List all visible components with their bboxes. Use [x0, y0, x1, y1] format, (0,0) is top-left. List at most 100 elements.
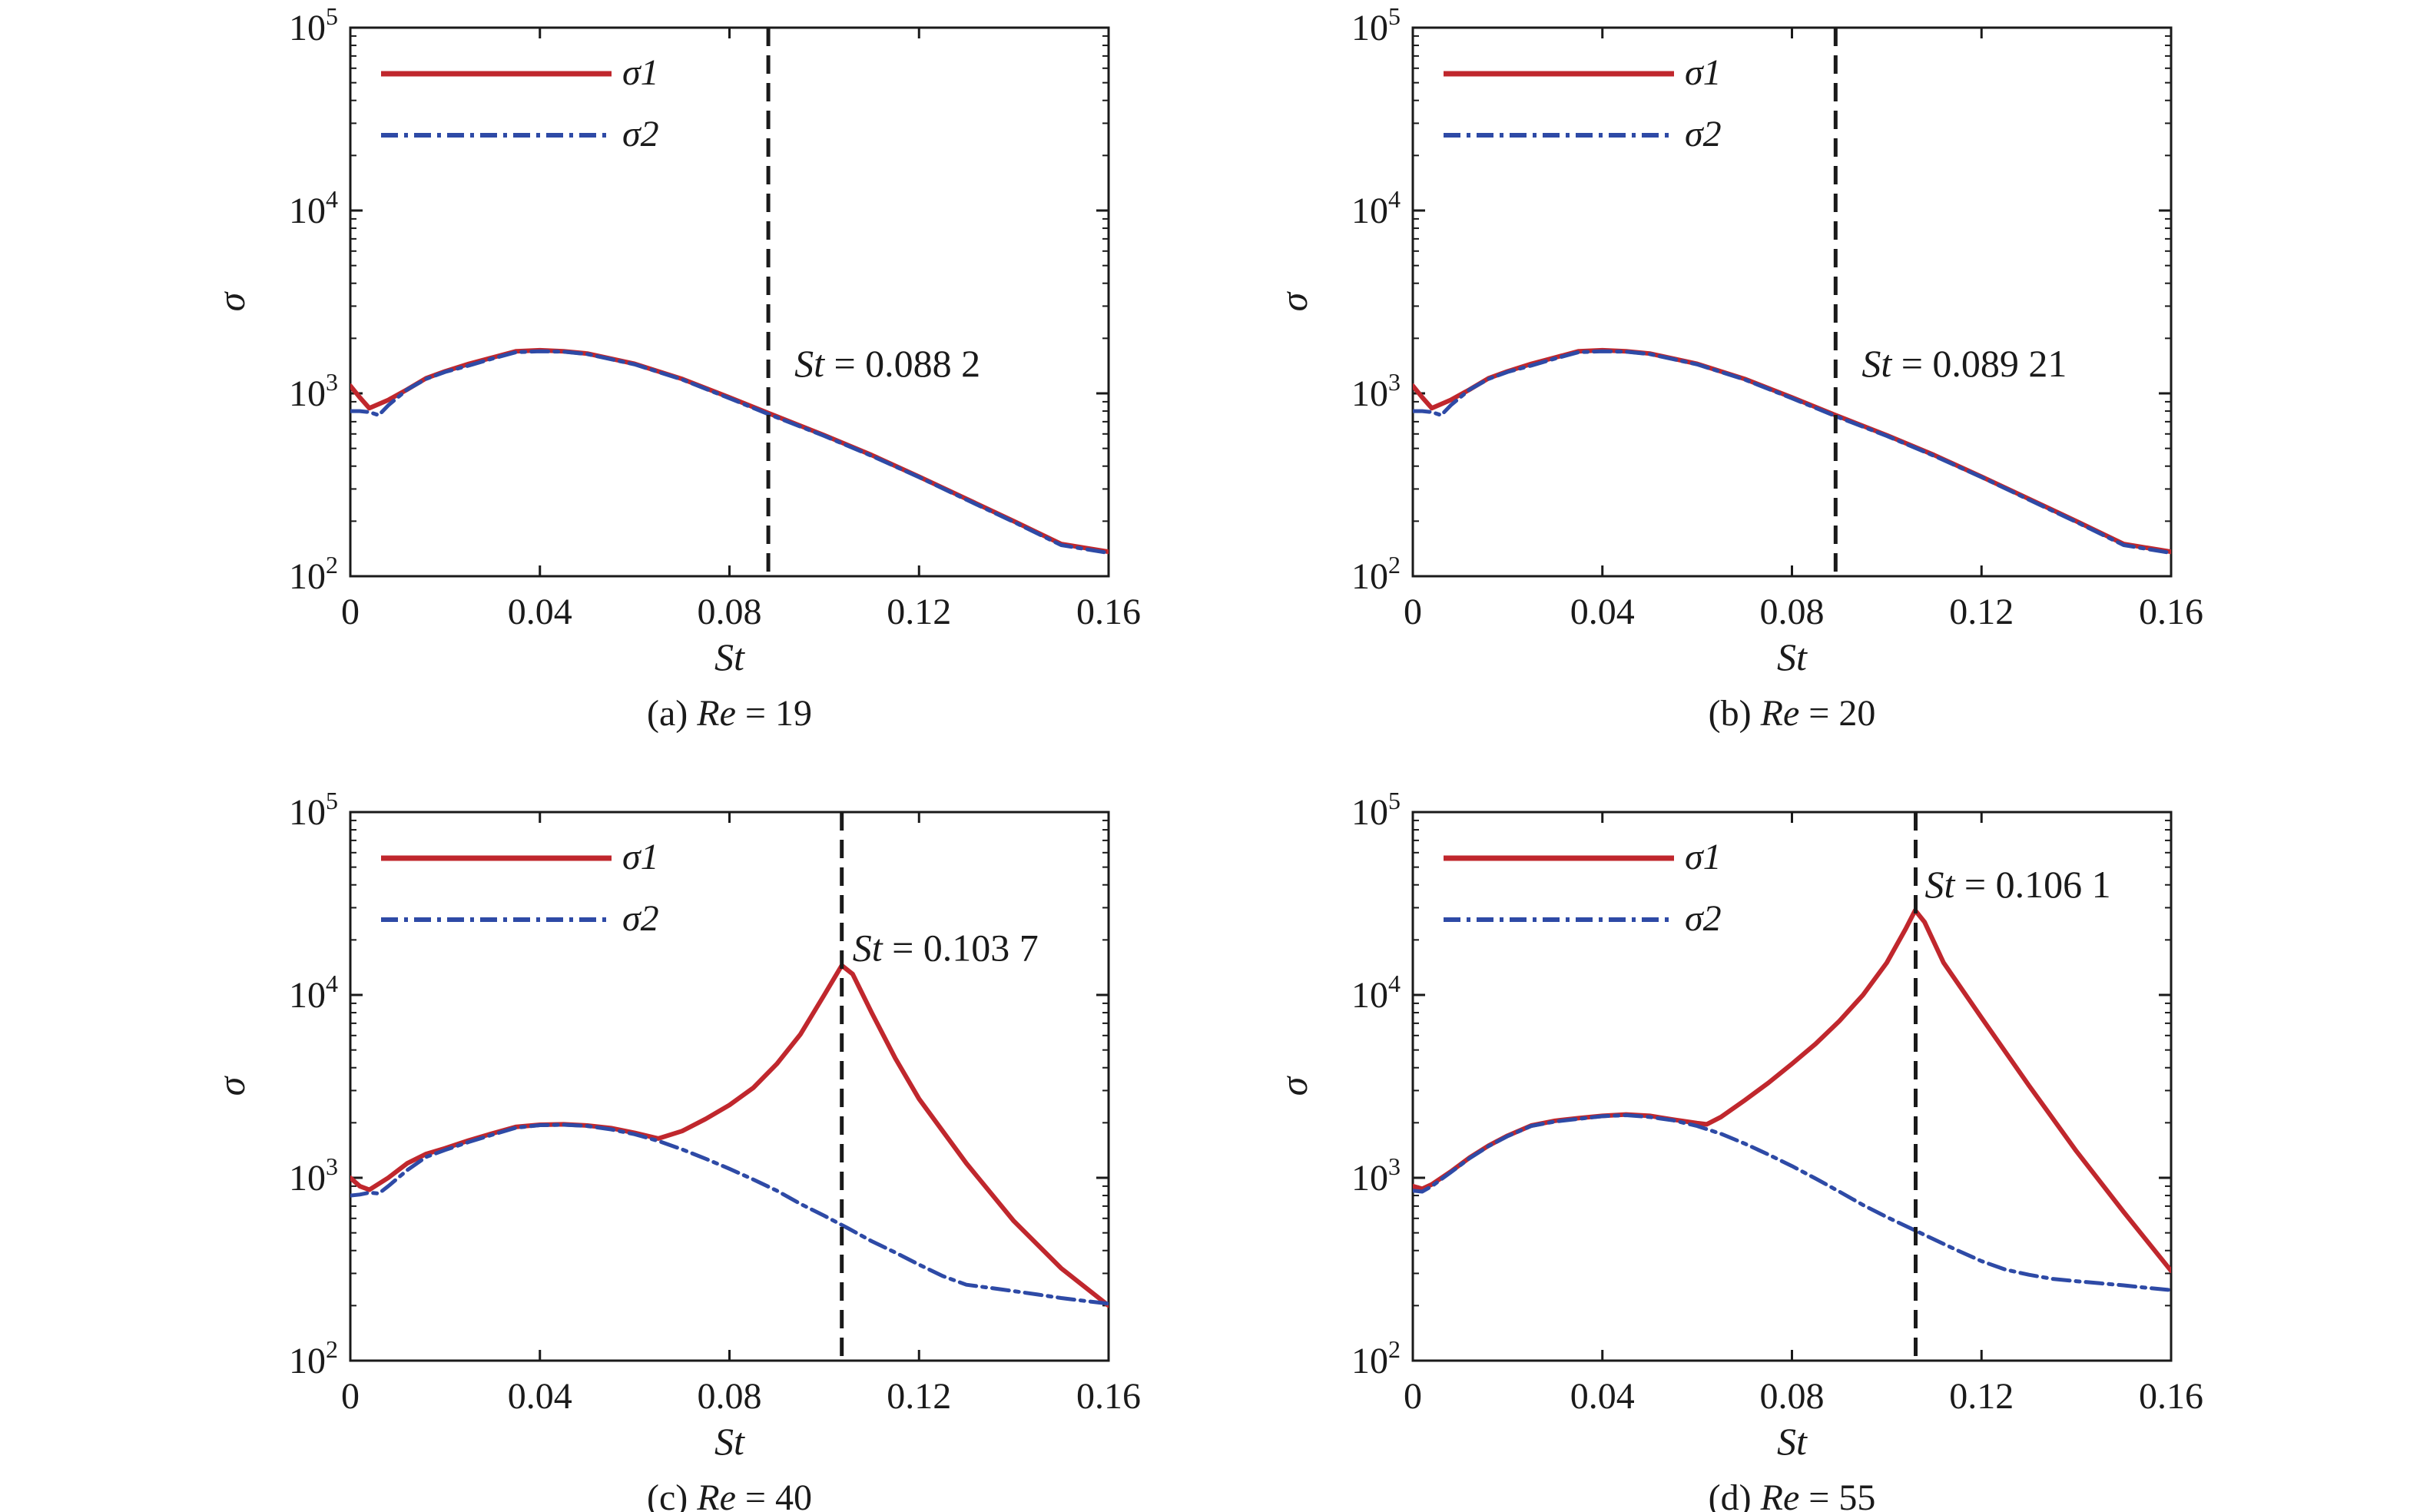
- y-tick-exponent: 5: [326, 787, 338, 814]
- y-tick-label: 104: [289, 970, 338, 1016]
- legend: σ1 σ2: [1444, 52, 1722, 154]
- x-axis-label: St: [1777, 1420, 1808, 1463]
- y-axis-label: σ: [1272, 290, 1315, 311]
- st-annotation-value: = 0.088 2: [824, 342, 980, 385]
- x-tick-label: 0.16: [1076, 1376, 1141, 1417]
- st-annotation-var: St: [1861, 342, 1892, 385]
- st-annotation-var: St: [853, 927, 883, 970]
- panel-caption: (a) Re = 19: [647, 693, 812, 734]
- y-tick-exponent: 2: [1388, 551, 1401, 579]
- y-tick-mantissa: 10: [289, 1341, 326, 1381]
- y-tick-exponent: 4: [1388, 185, 1401, 213]
- plot-frame: [349, 26, 1110, 578]
- y-tick-label: 104: [1351, 970, 1401, 1016]
- y-tick-mantissa: 10: [1351, 1158, 1388, 1199]
- caption-param: Re: [1760, 1477, 1800, 1512]
- legend-label: σ1: [622, 837, 659, 877]
- y-tick-mantissa: 10: [289, 792, 326, 833]
- y-tick-label: 103: [1351, 368, 1401, 414]
- x-axis-label: St: [714, 1420, 745, 1463]
- y-tick-label: 102: [1351, 1335, 1401, 1381]
- st-annotation: St = 0.089 21: [1861, 342, 2067, 385]
- legend-label: σ1: [1685, 837, 1722, 877]
- series-group: [350, 963, 1109, 1308]
- y-tick-exponent: 2: [326, 1335, 338, 1363]
- y-tick-mantissa: 10: [1351, 556, 1388, 597]
- caption-prefix: (c): [647, 1477, 697, 1512]
- y-tick-exponent: 5: [1388, 2, 1401, 30]
- x-tick-label: 0.04: [1570, 1376, 1635, 1417]
- y-tick-mantissa: 10: [289, 975, 326, 1016]
- caption-param: Re: [696, 693, 736, 734]
- legend-label: σ2: [622, 898, 659, 939]
- y-tick-mantissa: 10: [1351, 1341, 1388, 1381]
- sigma2-series-line: [350, 1122, 1109, 1306]
- y-axis-label: σ: [1272, 1075, 1315, 1096]
- y-tick-label: 102: [289, 1335, 338, 1381]
- series-group: [350, 347, 1109, 555]
- caption-prefix: (a): [647, 693, 697, 734]
- x-tick-label: 0.08: [698, 1376, 762, 1417]
- x-tick-label: 0.16: [2139, 1376, 2203, 1417]
- y-tick-label: 104: [1351, 185, 1401, 231]
- y-tick-exponent: 2: [326, 551, 338, 579]
- x-tick-label: 0.12: [1949, 1376, 2014, 1417]
- st-annotation-var: St: [794, 342, 825, 385]
- y-tick-label: 105: [289, 787, 338, 833]
- y-tick-mantissa: 10: [1351, 975, 1388, 1016]
- y-tick-label: 103: [289, 1152, 338, 1199]
- x-tick-label: 0.08: [698, 592, 762, 632]
- y-tick-mantissa: 10: [1351, 191, 1388, 231]
- x-tick-label: 0.08: [1760, 1376, 1825, 1417]
- y-tick-label: 102: [289, 551, 338, 597]
- legend: σ1 σ2: [381, 52, 659, 154]
- y-tick-mantissa: 10: [289, 556, 326, 597]
- y-tick-exponent: 3: [1388, 368, 1401, 396]
- y-axis-label: σ: [210, 290, 253, 311]
- sigma1-series-line: [350, 963, 1109, 1308]
- legend: σ1 σ2: [381, 837, 659, 939]
- caption-value: = 40: [736, 1477, 812, 1512]
- x-tick-label: 0.16: [1076, 592, 1141, 632]
- y-tick-exponent: 4: [1388, 970, 1401, 997]
- series-group: [1413, 347, 2171, 555]
- y-tick-exponent: 5: [1388, 787, 1401, 814]
- legend-label: σ1: [622, 52, 659, 93]
- legend: σ1 σ2: [1444, 837, 1722, 939]
- panel-caption: (b) Re = 20: [1709, 693, 1876, 734]
- y-tick-mantissa: 10: [289, 373, 326, 414]
- sigma2-series-line: [350, 349, 1109, 555]
- x-tick-label: 0.16: [2139, 592, 2203, 632]
- y-tick-label: 105: [1351, 787, 1401, 833]
- y-tick-mantissa: 10: [289, 1158, 326, 1199]
- plot-frame: [1411, 26, 2173, 578]
- x-tick-label: 0.04: [1570, 592, 1635, 632]
- y-tick-mantissa: 10: [289, 191, 326, 231]
- x-tick-label: 0.12: [1949, 592, 2014, 632]
- y-tick-mantissa: 10: [1351, 8, 1388, 48]
- x-tick-label: 0.08: [1760, 592, 1825, 632]
- legend-label: σ2: [1685, 898, 1722, 939]
- y-tick-exponent: 3: [326, 1152, 338, 1180]
- y-tick-mantissa: 10: [289, 8, 326, 48]
- y-tick-label: 103: [1351, 1152, 1401, 1199]
- y-axis-label: σ: [210, 1075, 253, 1096]
- y-tick-exponent: 2: [1388, 1335, 1401, 1363]
- x-tick-label: 0: [1404, 592, 1422, 632]
- caption-prefix: (d): [1709, 1477, 1761, 1512]
- sigma1-series-line: [1413, 907, 2171, 1274]
- x-tick-label: 0.04: [508, 1376, 572, 1417]
- y-tick-label: 102: [1351, 551, 1401, 597]
- st-annotation: St = 0.106 1: [1925, 863, 2111, 906]
- st-annotation-value: = 0.103 7: [883, 927, 1039, 970]
- legend-label: σ2: [1685, 114, 1722, 154]
- y-tick-label: 104: [289, 185, 338, 231]
- plot-frame: [349, 811, 1110, 1362]
- caption-value: = 20: [1799, 693, 1875, 734]
- st-annotation: St = 0.103 7: [853, 927, 1039, 970]
- caption-value: = 19: [736, 693, 812, 734]
- sigma2-series-line: [1413, 1113, 2171, 1292]
- x-tick-label: 0: [1404, 1376, 1422, 1417]
